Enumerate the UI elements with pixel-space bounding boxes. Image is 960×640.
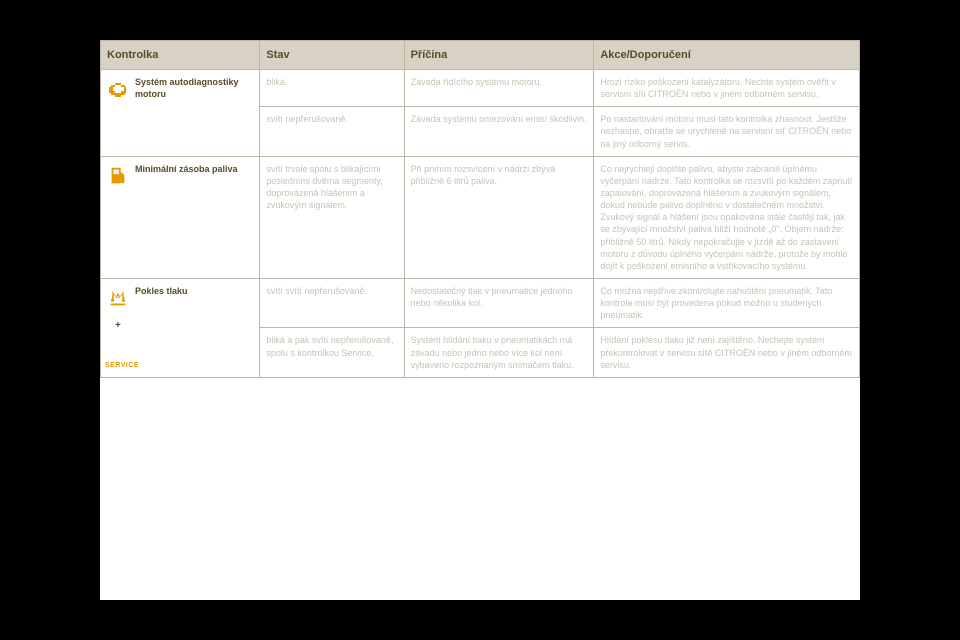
cause-cell: Závada systému omezování emisí škodlivin… xyxy=(404,107,594,156)
table-row: Minimální zásoba paliva svítí trvale spo… xyxy=(101,156,860,278)
cause-cell: Systém hlídání tlaku v pneumatikách má z… xyxy=(404,328,594,377)
state-cell: svítí trvale spolu s blikajícími posledn… xyxy=(260,156,404,278)
tire-icon xyxy=(105,285,131,311)
plus-symbol: + xyxy=(115,319,121,333)
engine-icon xyxy=(105,76,131,102)
state-cell: svítí svítí nepřerušovaně. xyxy=(260,278,404,327)
action-cell: Co nejrychleji doplňte palivo, abyste za… xyxy=(594,156,860,278)
table-header-row: Kontrolka Stav Příčina Akce/Doporučení xyxy=(101,41,860,70)
header-state: Stav xyxy=(260,41,404,70)
action-cell: Hlídání poklesu tlaku již není zajištěno… xyxy=(594,328,860,377)
header-action: Akce/Doporučení xyxy=(594,41,860,70)
action-cell: Co možná nejdříve zkontrolujte nahuštění… xyxy=(594,278,860,327)
action-cell: Hrozí riziko poškození katalyzátoru. Nec… xyxy=(594,70,860,107)
indicator-cell-engine: Systém autodiagnostiky motoru xyxy=(101,70,260,157)
cause-cell: Při prvním rozsvícení v nádrži zbývá při… xyxy=(404,156,594,278)
indicator-label: Systém autodiagnostiky motoru xyxy=(135,77,239,99)
manual-page: Kontrolka Stav Příčina Akce/Doporučení S… xyxy=(100,40,860,600)
state-cell: bliká a pak svítí nepřerušovaně, spolu s… xyxy=(260,328,404,377)
service-label: SERVICE xyxy=(105,361,139,370)
header-indicator: Kontrolka xyxy=(101,41,260,70)
indicator-label: Pokles tlaku xyxy=(135,286,188,296)
table-row: Systém autodiagnostiky motoru bliká. Záv… xyxy=(101,70,860,107)
action-cell: Po nastartování motoru musí tato kontrol… xyxy=(594,107,860,156)
table-row: Pokles tlaku + SERVICE svítí svítí nepře… xyxy=(101,278,860,327)
indicator-label: Minimální zásoba paliva xyxy=(135,164,238,174)
state-cell: svítí nepřerušovaně. xyxy=(260,107,404,156)
cause-cell: Nedostatečný tlak v pneumatice jednoho n… xyxy=(404,278,594,327)
cause-cell: Závada řídícího systému motoru. xyxy=(404,70,594,107)
indicator-cell-tire: Pokles tlaku + SERVICE xyxy=(101,278,260,377)
fuel-icon xyxy=(105,163,131,189)
indicator-cell-fuel: Minimální zásoba paliva xyxy=(101,156,260,278)
warning-lights-table: Kontrolka Stav Příčina Akce/Doporučení S… xyxy=(100,40,860,378)
header-cause: Příčina xyxy=(404,41,594,70)
state-cell: bliká. xyxy=(260,70,404,107)
